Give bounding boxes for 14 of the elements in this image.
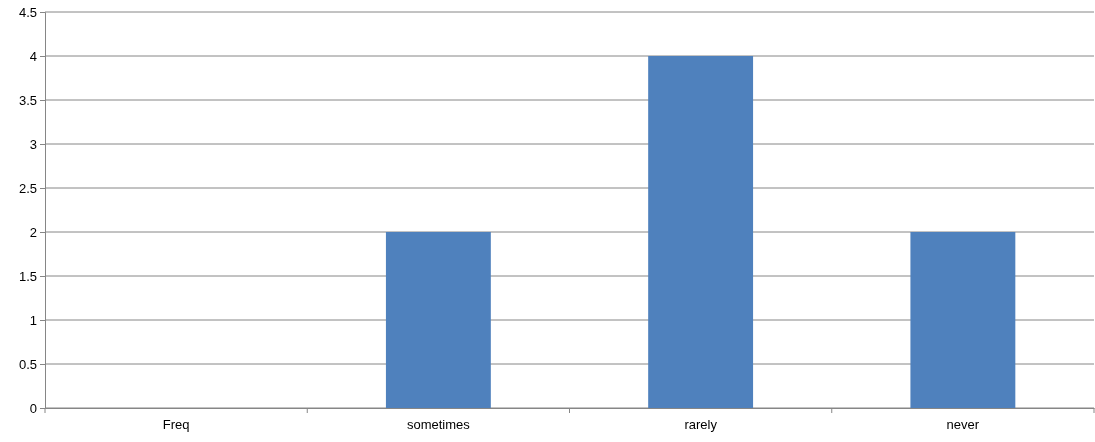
y-tick-label: 4 (29, 48, 37, 64)
y-tick-label: 0 (29, 400, 37, 416)
y-tick-label: 2 (29, 224, 37, 240)
x-tick-label: rarely (684, 417, 718, 433)
y-tick-label: 0.5 (18, 356, 37, 372)
y-tick-label: 1 (29, 312, 37, 328)
y-tick-label: 2.5 (18, 180, 37, 196)
x-tick-label: sometimes (406, 417, 471, 433)
x-tick-label: Freq (162, 417, 190, 433)
y-tick-label: 3.5 (18, 92, 37, 108)
y-tick-label: 1.5 (18, 268, 37, 284)
y-tick-label: 3 (29, 136, 37, 152)
x-tick-label: never (946, 417, 980, 433)
y-tick-label: 4.5 (18, 4, 37, 20)
